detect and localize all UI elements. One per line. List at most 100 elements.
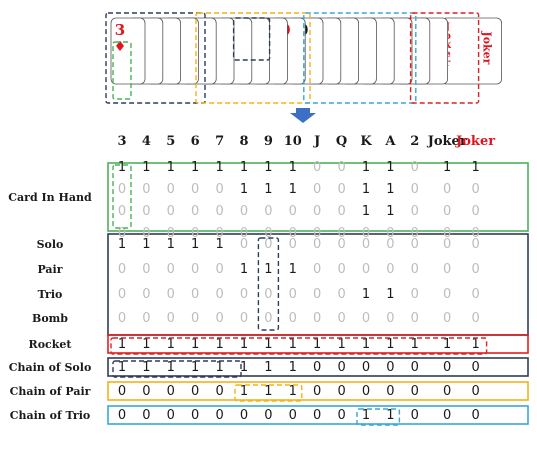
matrix-cell: 1 <box>264 182 272 197</box>
matrix-cell: 1 <box>362 408 370 423</box>
matrix-cell: 1 <box>167 237 175 252</box>
matrix-cell: 1 <box>142 237 150 252</box>
matrix-cell: 0 <box>313 262 321 277</box>
joker-letter: k <box>444 40 452 51</box>
matrix-cell: 0 <box>118 384 126 399</box>
matrix-cell: 0 <box>289 408 297 423</box>
matrix-cell: 1 <box>264 360 272 375</box>
matrix-cell: 0 <box>118 408 126 423</box>
matrix-cell: 0 <box>337 182 345 197</box>
matrix-cell: 0 <box>142 384 150 399</box>
matrix-cell: 0 <box>337 160 345 175</box>
matrix-cell: 1 <box>118 337 126 352</box>
matrix-cell: 1 <box>240 182 248 197</box>
card-rank: 3 <box>115 21 125 39</box>
matrix-cell: 0 <box>411 226 419 241</box>
matrix-cell: 0 <box>191 182 199 197</box>
chain-of-solo-highlight <box>112 360 242 378</box>
matrix-cell: 0 <box>471 311 479 326</box>
matrix-cell: 0 <box>337 384 345 399</box>
matrix-cell: 1 <box>264 337 272 352</box>
matrix-cell: 1 <box>289 384 297 399</box>
matrix-cell: 0 <box>313 160 321 175</box>
matrix-cell: 0 <box>215 226 223 241</box>
matrix-cell: 0 <box>443 262 451 277</box>
matrix-cell: 0 <box>411 311 419 326</box>
matrix-cell: 0 <box>240 204 248 219</box>
matrix-cell: 1 <box>313 337 321 352</box>
matrix-cell: 0 <box>362 262 370 277</box>
matrix-cell: 0 <box>362 237 370 252</box>
matrix-cell: 0 <box>142 311 150 326</box>
matrix-cell: 0 <box>386 311 394 326</box>
chain-of-pair-highlight <box>234 384 303 402</box>
column-header: 6 <box>191 134 200 149</box>
matrix-cell: 0 <box>471 182 479 197</box>
down-arrow-icon <box>290 108 316 123</box>
matrix-cell: 0 <box>386 360 394 375</box>
matrix-cell: 0 <box>142 182 150 197</box>
chain-of-solo-box <box>107 357 529 377</box>
matrix-cell: 0 <box>337 204 345 219</box>
matrix-cell: 0 <box>443 226 451 241</box>
matrix-cell: 0 <box>313 182 321 197</box>
matrix-cell: 1 <box>362 287 370 302</box>
matrix-cell: 0 <box>443 287 451 302</box>
matrix-cell: 1 <box>362 160 370 175</box>
matrix-cell: 0 <box>264 287 272 302</box>
matrix-cell: 0 <box>215 384 223 399</box>
matrix-cell: 0 <box>118 287 126 302</box>
pair-nine-column-highlight <box>257 237 280 331</box>
matrix-cell: 1 <box>240 262 248 277</box>
row-label: Rocket <box>29 338 73 351</box>
matrix-cell: 1 <box>118 237 126 252</box>
matrix-cell: 1 <box>289 160 297 175</box>
matrix-cell: 0 <box>313 226 321 241</box>
matrix-cell: 1 <box>240 360 248 375</box>
matrix-cell: 1 <box>386 182 394 197</box>
down-arrow-shape <box>290 108 316 123</box>
matrix-cell: 0 <box>411 160 419 175</box>
matrix-cell: 1 <box>215 237 223 252</box>
row-label: Trio <box>38 288 63 301</box>
column-header: Joker <box>427 134 467 149</box>
card-suit-diamond-icon: ♦ <box>114 39 127 55</box>
matrix-cell: 0 <box>471 262 479 277</box>
matrix-cell: 0 <box>471 408 479 423</box>
matrix-cell: 1 <box>386 337 394 352</box>
matrix-cell: 0 <box>386 237 394 252</box>
matrix-cell: 0 <box>191 287 199 302</box>
matrix-cell: 0 <box>167 408 175 423</box>
matrix-cell: 1 <box>215 360 223 375</box>
matrix-cell: 0 <box>337 226 345 241</box>
matrix-cell: 1 <box>471 160 479 175</box>
matrix-cell: 0 <box>142 226 150 241</box>
matrix-cell: 1 <box>118 160 126 175</box>
matrix-cell: 1 <box>264 262 272 277</box>
matrix-cell: 0 <box>191 204 199 219</box>
matrix-cell: 1 <box>264 384 272 399</box>
matrix-cell: 0 <box>142 262 150 277</box>
column-header: J <box>313 134 320 149</box>
rocket-card-box <box>409 12 480 104</box>
trio-chain-card-box <box>303 12 417 104</box>
joker-face-text: Joker <box>481 31 494 65</box>
row-label: Bomb <box>32 312 68 325</box>
cell-highlights <box>110 164 488 426</box>
matrix-cell: 1 <box>289 337 297 352</box>
row-label: Pair <box>37 263 62 276</box>
pair-chain-card-box <box>195 12 311 104</box>
matrix-cell: 0 <box>215 204 223 219</box>
matrix-cell: 0 <box>411 360 419 375</box>
matrix-cell: 0 <box>289 226 297 241</box>
matrix-cell: 0 <box>471 287 479 302</box>
matrix-cell: 1 <box>142 360 150 375</box>
matrix-cell: 0 <box>411 237 419 252</box>
matrix-cell: 1 <box>386 204 394 219</box>
matrix-cell: 0 <box>264 311 272 326</box>
matrix-cell: 0 <box>215 311 223 326</box>
matrix-cell: 0 <box>118 182 126 197</box>
matrix-cells: 1 1 1 1 1 1 1 1 0 0 1 1 0 1 10 0 0 0 0 1 1 1 0 0 1 1 0 0 00 0 0 0 0 0 0 0 0 0… <box>118 160 480 423</box>
column-header: 4 <box>142 134 151 149</box>
matrix-cell: 0 <box>191 384 199 399</box>
